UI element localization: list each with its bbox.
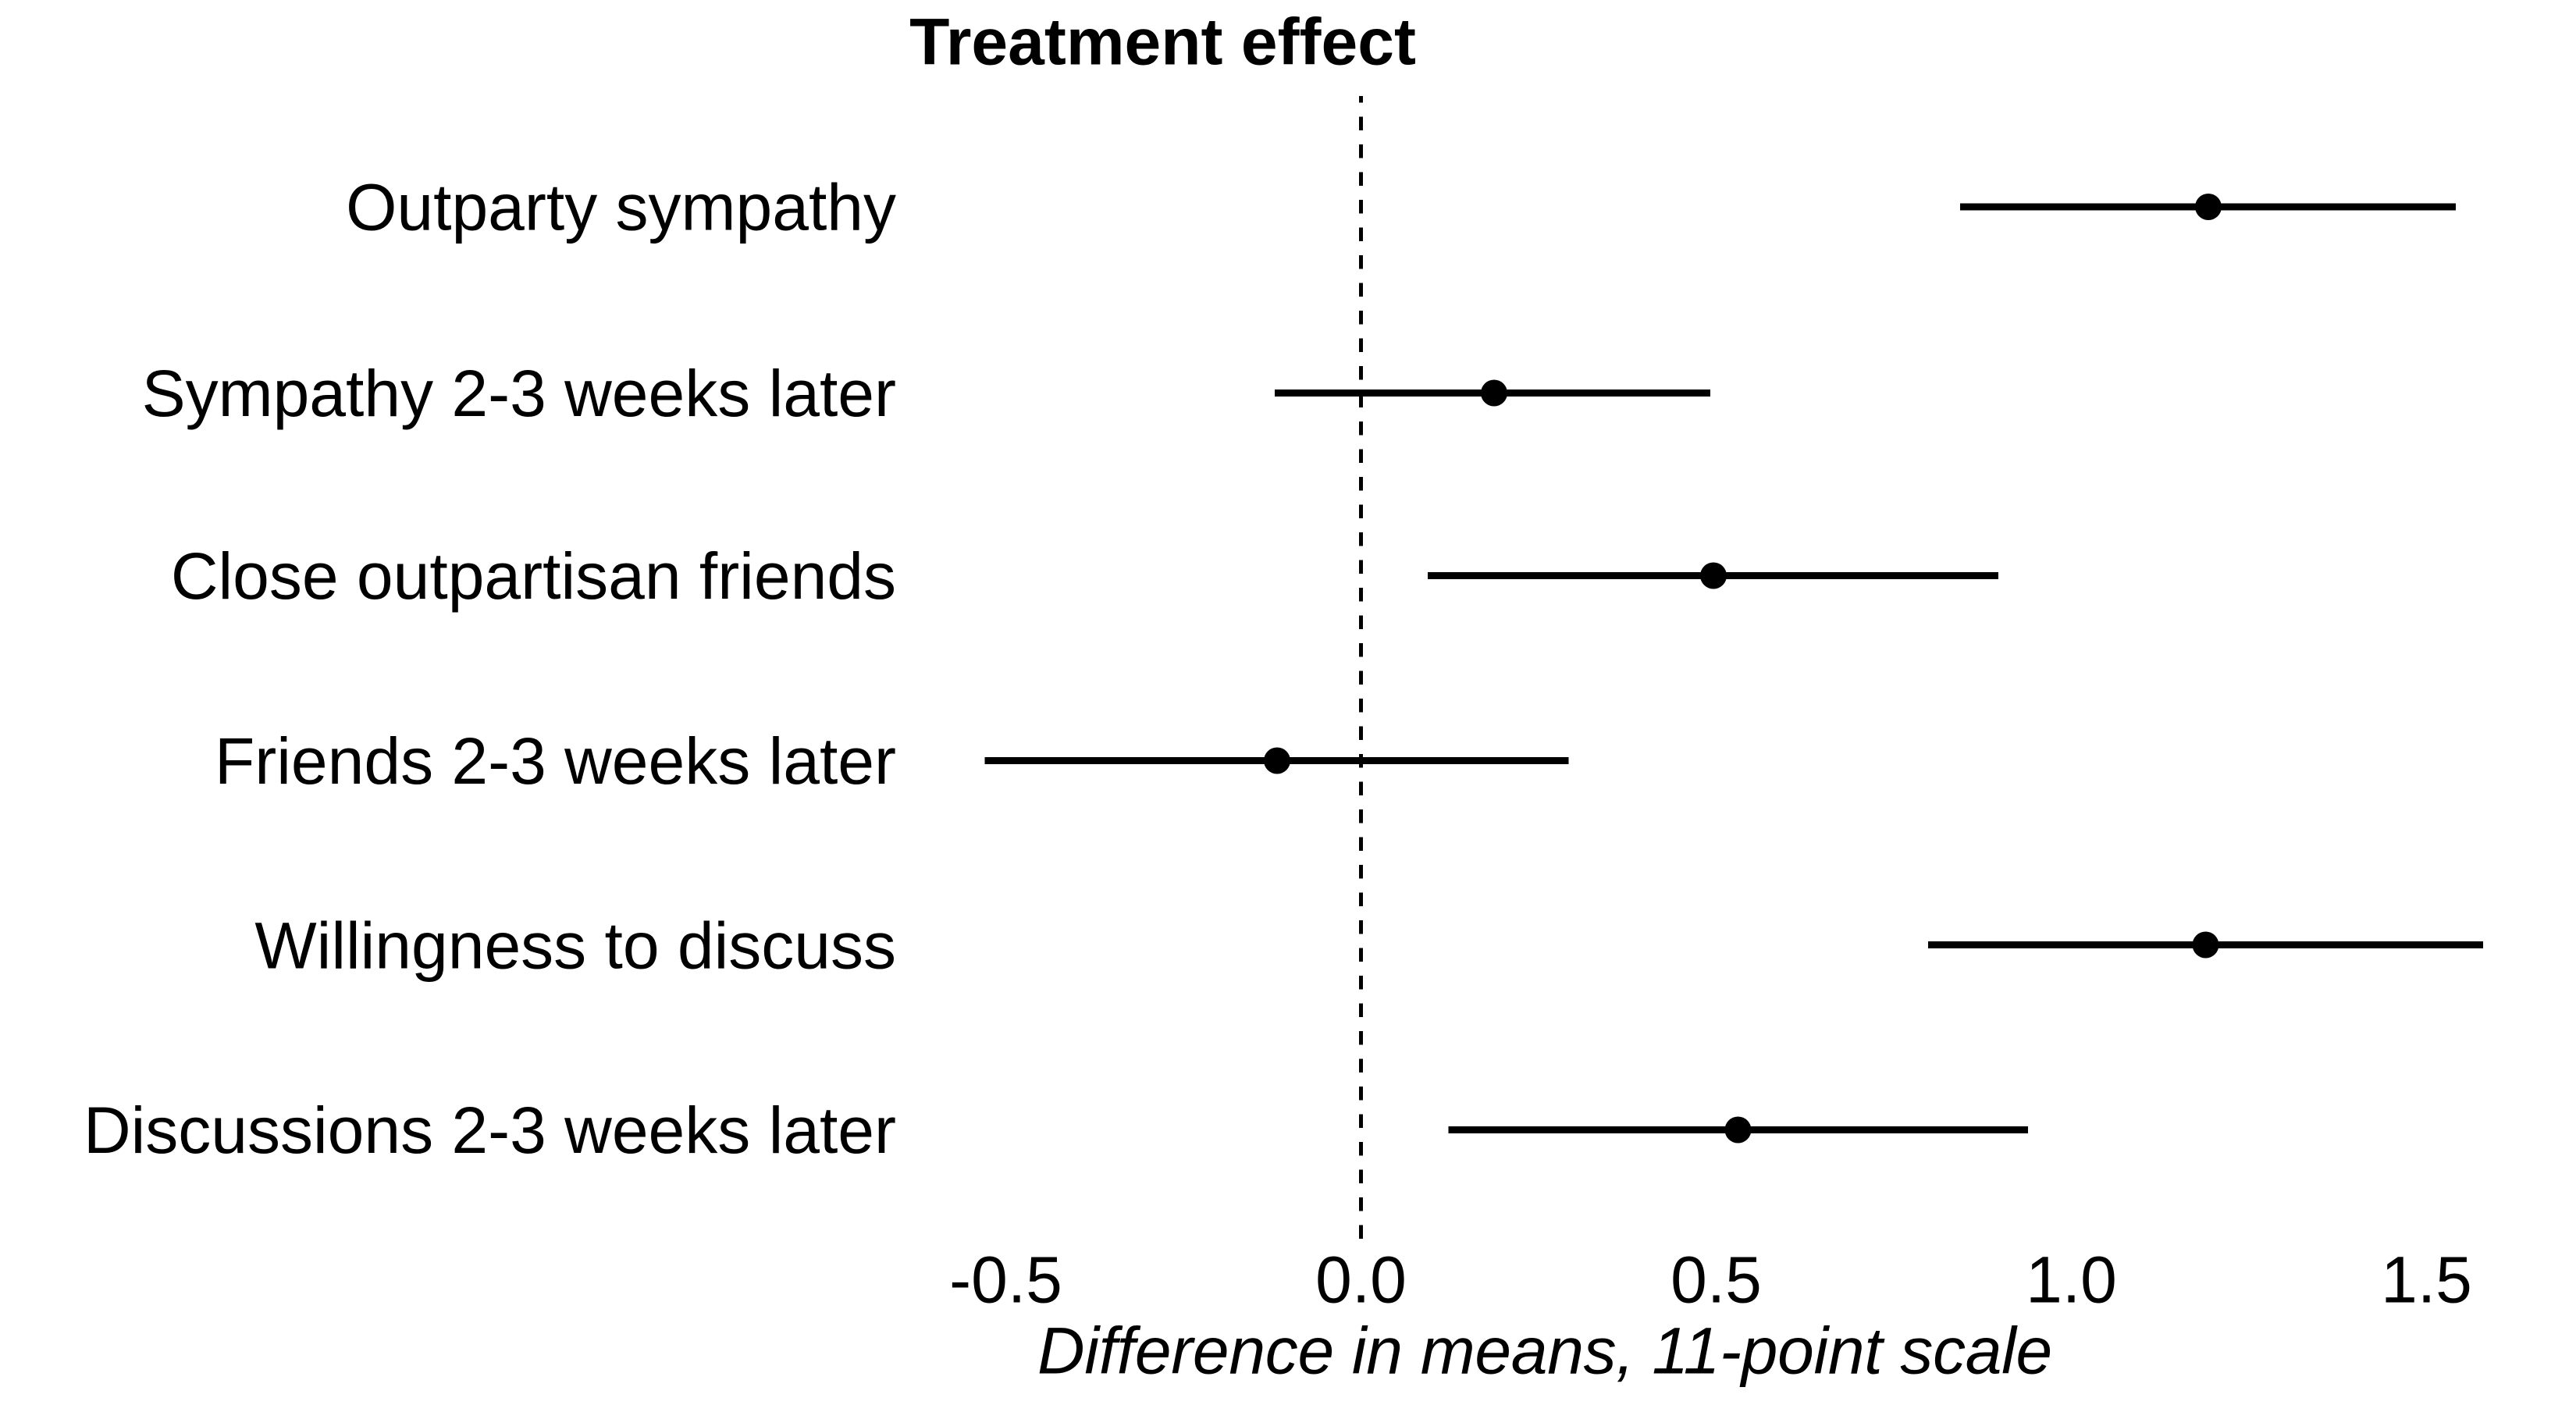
svg-text:Difference in means, 11-point: Difference in means, 11-point scale — [1037, 1314, 2052, 1388]
svg-text:Close outpartisan friends: Close outpartisan friends — [171, 539, 896, 613]
svg-text:1.0: 1.0 — [2026, 1243, 2117, 1317]
svg-text:-0.5: -0.5 — [949, 1243, 1062, 1317]
svg-text:Treatment effect: Treatment effect — [909, 5, 1416, 79]
svg-text:0.5: 0.5 — [1670, 1243, 1762, 1317]
svg-text:Willingness to discuss: Willingness to discuss — [254, 909, 896, 983]
svg-text:Friends 2-3 weeks later: Friends 2-3 weeks later — [215, 724, 896, 798]
svg-text:Sympathy 2-3 weeks later: Sympathy 2-3 weeks later — [142, 357, 896, 430]
svg-text:Discussions 2-3 weeks later: Discussions 2-3 weeks later — [84, 1094, 896, 1167]
svg-text:0.0: 0.0 — [1315, 1243, 1407, 1317]
svg-text:1.5: 1.5 — [2381, 1243, 2472, 1317]
svg-text:Outparty sympathy: Outparty sympathy — [346, 171, 896, 244]
